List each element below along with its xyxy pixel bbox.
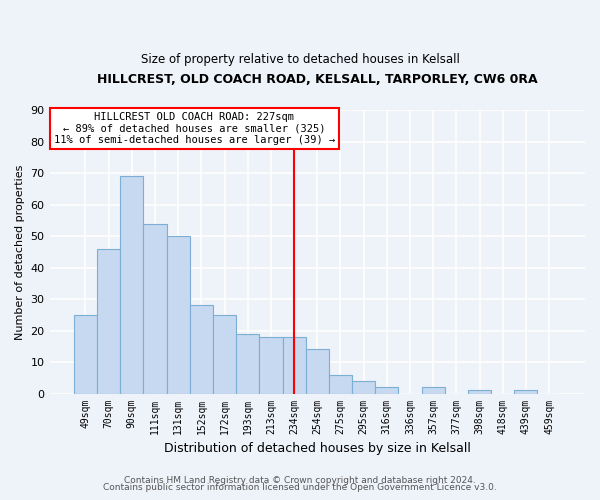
Bar [514, 390, 538, 394]
Bar [74, 315, 97, 394]
Bar [375, 388, 398, 394]
Bar [213, 315, 236, 394]
Bar [97, 249, 120, 394]
Bar [329, 374, 352, 394]
Bar [167, 236, 190, 394]
Text: HILLCREST OLD COACH ROAD: 227sqm
← 89% of detached houses are smaller (325)
11% : HILLCREST OLD COACH ROAD: 227sqm ← 89% o… [54, 112, 335, 145]
Bar [236, 334, 259, 394]
Bar [143, 224, 167, 394]
Bar [468, 390, 491, 394]
Text: Contains public sector information licensed under the Open Government Licence v3: Contains public sector information licen… [103, 484, 497, 492]
X-axis label: Distribution of detached houses by size in Kelsall: Distribution of detached houses by size … [164, 442, 471, 455]
Bar [305, 350, 329, 394]
Bar [259, 337, 283, 394]
Bar [422, 388, 445, 394]
Bar [120, 176, 143, 394]
Text: Size of property relative to detached houses in Kelsall: Size of property relative to detached ho… [140, 52, 460, 66]
Bar [190, 306, 213, 394]
Bar [283, 337, 305, 394]
Text: Contains HM Land Registry data © Crown copyright and database right 2024.: Contains HM Land Registry data © Crown c… [124, 476, 476, 485]
Title: HILLCREST, OLD COACH ROAD, KELSALL, TARPORLEY, CW6 0RA: HILLCREST, OLD COACH ROAD, KELSALL, TARP… [97, 72, 538, 86]
Bar [352, 381, 375, 394]
Y-axis label: Number of detached properties: Number of detached properties [15, 164, 25, 340]
